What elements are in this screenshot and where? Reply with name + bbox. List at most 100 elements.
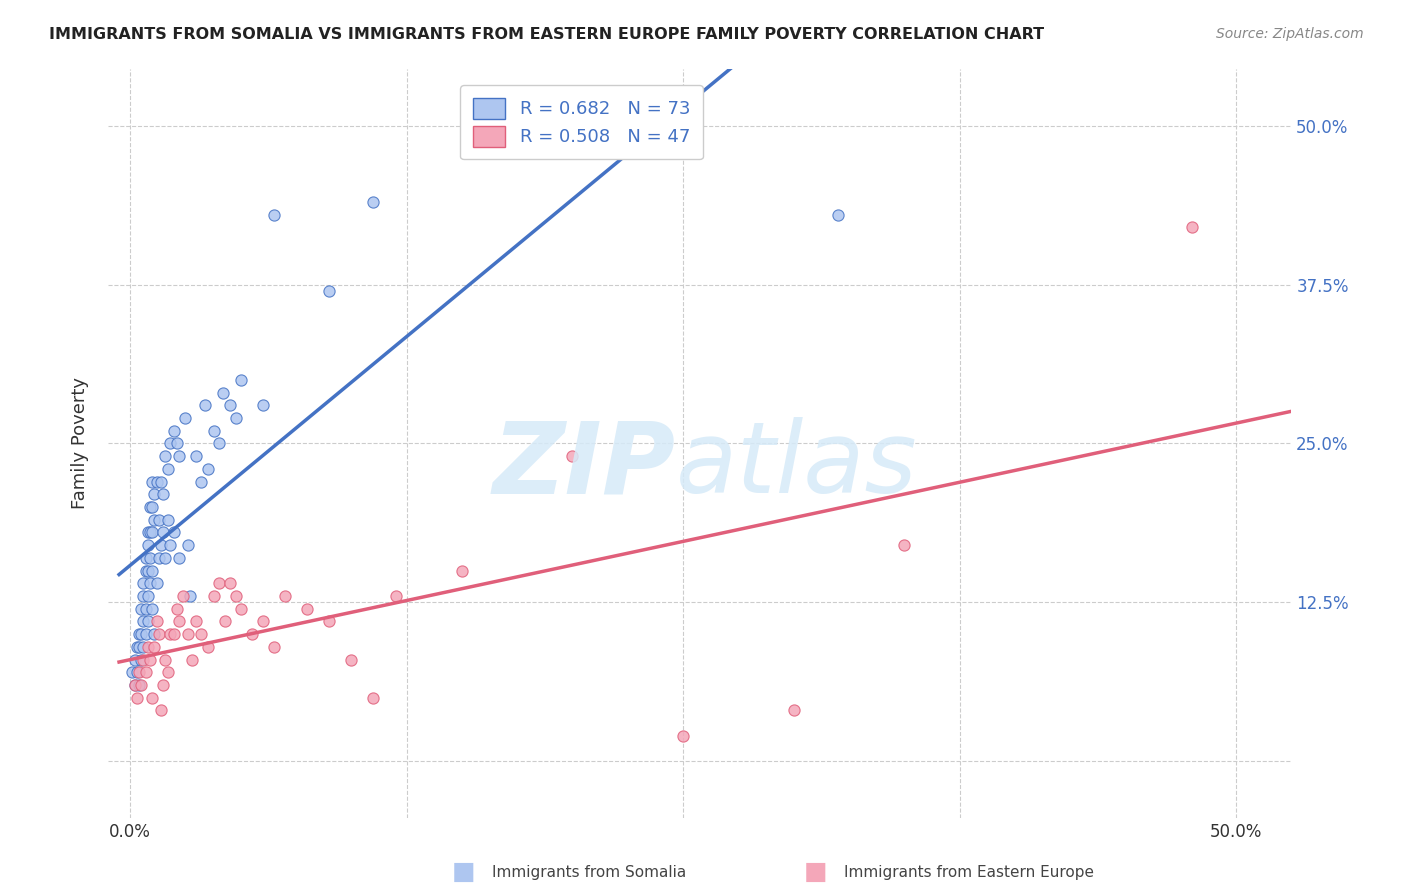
Point [186, 449, 208, 463]
Point [218, 398, 240, 412]
Point [190, 475, 212, 489]
Point [190, 627, 212, 641]
Point [172, 589, 194, 603]
Point [150, 538, 173, 552]
Point [145, 475, 167, 489]
Point [197, 462, 219, 476]
Point [782, 703, 804, 717]
Point [135, 665, 157, 680]
Point [202, 424, 225, 438]
Point [148, 627, 170, 641]
Point [132, 576, 155, 591]
Point [159, 627, 181, 641]
Point [148, 513, 170, 527]
Point [166, 436, 188, 450]
Point [252, 615, 274, 629]
Point [274, 589, 297, 603]
Legend: R = 0.682   N = 73, R = 0.508   N = 47: R = 0.682 N = 73, R = 0.508 N = 47 [460, 85, 703, 160]
Point [136, 564, 159, 578]
Text: IMMIGRANTS FROM SOMALIA VS IMMIGRANTS FROM EASTERN EUROPE FAMILY POVERTY CORRELA: IMMIGRANTS FROM SOMALIA VS IMMIGRANTS FR… [49, 27, 1045, 42]
Point [197, 640, 219, 654]
Point [163, 424, 186, 438]
Point [167, 615, 190, 629]
Point [561, 449, 583, 463]
Point [135, 601, 157, 615]
Point [163, 627, 186, 641]
Point [139, 550, 162, 565]
Point [128, 665, 150, 680]
Point [132, 589, 155, 603]
Point [166, 601, 188, 615]
Point [225, 589, 247, 603]
Point [145, 615, 167, 629]
Text: atlas: atlas [676, 417, 918, 515]
Point [135, 627, 157, 641]
Point [124, 678, 146, 692]
Point [295, 601, 318, 615]
Point [156, 665, 179, 680]
Point [214, 615, 236, 629]
Point [141, 601, 163, 615]
Point [143, 640, 166, 654]
Point [136, 640, 159, 654]
Point [136, 538, 159, 552]
Point [212, 385, 235, 400]
Point [167, 550, 190, 565]
Point [125, 690, 148, 705]
Point [132, 615, 155, 629]
Point [121, 665, 143, 680]
Point [340, 652, 363, 666]
Point [451, 564, 474, 578]
Text: ■: ■ [453, 861, 475, 884]
Point [181, 652, 204, 666]
Point [152, 525, 174, 540]
Point [141, 690, 163, 705]
Point [143, 513, 166, 527]
Text: Immigrants from Eastern Europe: Immigrants from Eastern Europe [844, 865, 1094, 880]
Point [176, 538, 198, 552]
Point [129, 627, 152, 641]
Point [143, 487, 166, 501]
Y-axis label: Family Poverty: Family Poverty [72, 377, 89, 509]
Point [141, 564, 163, 578]
Point [176, 627, 198, 641]
Point [139, 500, 162, 514]
Point [124, 652, 146, 666]
Point [124, 678, 146, 692]
Point [155, 550, 177, 565]
Text: Immigrants from Somalia: Immigrants from Somalia [492, 865, 686, 880]
Point [152, 487, 174, 501]
Point [893, 538, 915, 552]
Point [159, 538, 181, 552]
Point [136, 615, 159, 629]
Point [229, 601, 252, 615]
Point [136, 525, 159, 540]
Text: Source: ZipAtlas.com: Source: ZipAtlas.com [1216, 27, 1364, 41]
Point [145, 576, 167, 591]
Point [179, 589, 201, 603]
Point [148, 550, 170, 565]
Point [202, 589, 225, 603]
Point [263, 640, 285, 654]
Point [135, 564, 157, 578]
Point [129, 601, 152, 615]
Point [132, 640, 155, 654]
Point [156, 513, 179, 527]
Point [363, 690, 385, 705]
Point [174, 411, 197, 425]
Point [135, 550, 157, 565]
Point [129, 678, 152, 692]
Point [141, 475, 163, 489]
Point [143, 627, 166, 641]
Point [141, 525, 163, 540]
Point [263, 208, 285, 222]
Point [252, 398, 274, 412]
Point [159, 436, 181, 450]
Point [139, 576, 162, 591]
Point [218, 576, 240, 591]
Point [141, 500, 163, 514]
Point [672, 729, 695, 743]
Point [132, 652, 155, 666]
Point [186, 615, 208, 629]
Point [318, 284, 340, 298]
